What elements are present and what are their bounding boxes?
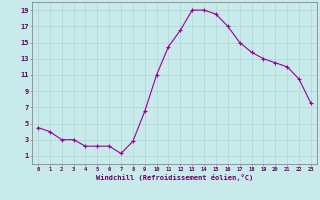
- X-axis label: Windchill (Refroidissement éolien,°C): Windchill (Refroidissement éolien,°C): [96, 174, 253, 181]
